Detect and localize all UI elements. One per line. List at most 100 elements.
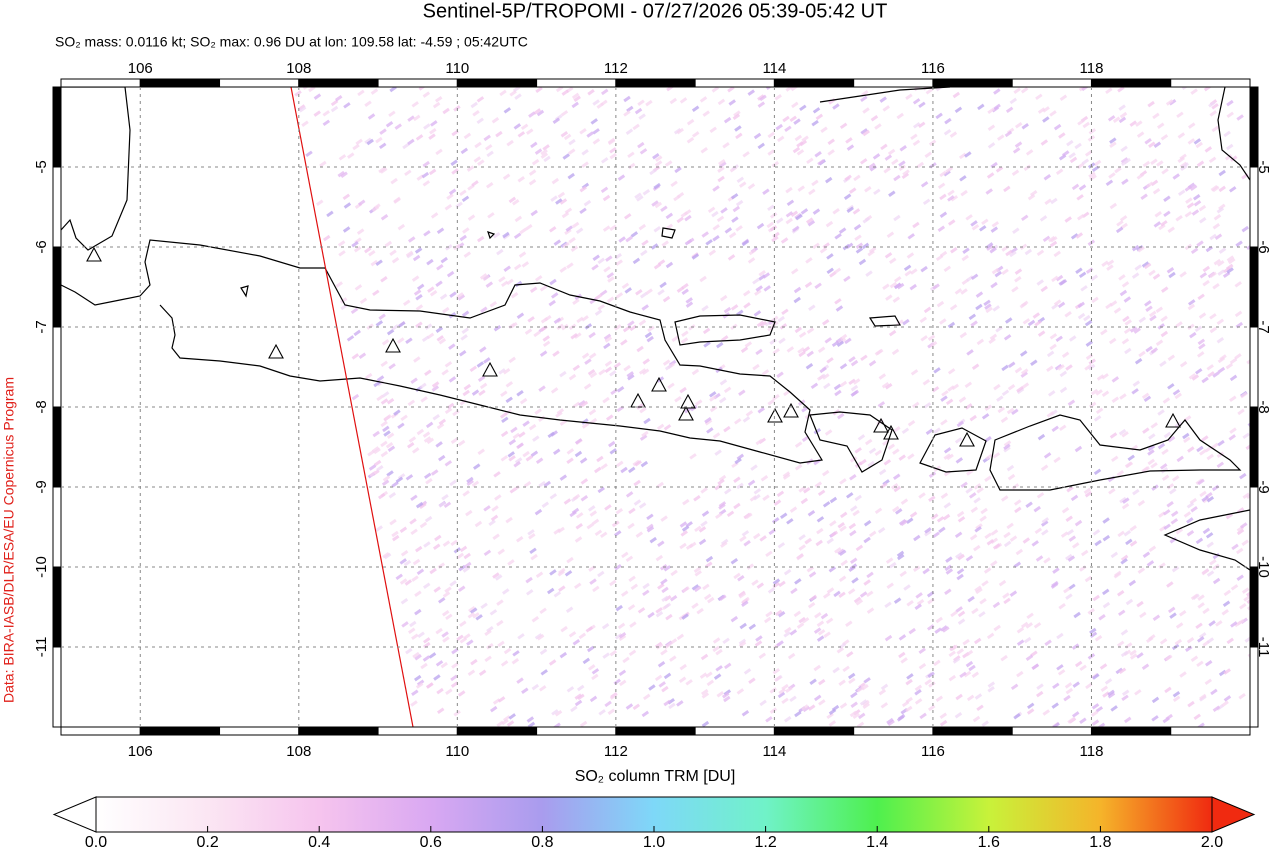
noise-pixel: [1172, 475, 1180, 482]
noise-pixel: [1175, 321, 1183, 328]
noise-pixel: [1117, 87, 1125, 93]
noise-pixel: [1050, 236, 1058, 243]
noise-pixel: [862, 699, 870, 707]
noise-pixel: [540, 152, 549, 159]
noise-pixel: [636, 195, 644, 202]
noise-pixel: [472, 612, 480, 619]
noise-pixel: [446, 193, 454, 200]
noise-pixel: [460, 334, 468, 341]
noise-pixel: [455, 201, 463, 209]
noise-pixel: [516, 389, 524, 397]
noise-pixel: [1118, 428, 1127, 436]
noise-pixel: [594, 309, 603, 316]
noise-pixel: [802, 705, 811, 713]
noise-pixel: [495, 574, 503, 581]
noise-pixel: [517, 175, 525, 183]
noise-pixel: [708, 249, 717, 256]
noise-pixel: [655, 607, 663, 614]
noise-pixel: [966, 275, 974, 282]
noise-pixel: [814, 150, 822, 158]
noise-pixel: [790, 87, 799, 92]
noise-pixel: [1026, 612, 1034, 620]
noise-pixel: [863, 579, 871, 586]
noise-pixel: [655, 642, 664, 650]
noise-pixel: [413, 356, 421, 363]
noise-pixel: [501, 718, 509, 726]
noise-pixel: [1020, 214, 1029, 222]
noise-pixel: [814, 481, 823, 488]
noise-pixel: [313, 93, 322, 100]
volcano: [678, 405, 694, 421]
noise-pixel: [330, 105, 339, 113]
noise-pixel: [547, 431, 555, 439]
noise-pixel: [1237, 408, 1245, 416]
noise-pixel: [1127, 454, 1135, 462]
noise-pixel: [992, 452, 1001, 459]
noise-pixel: [755, 438, 763, 446]
noise-pixel: [376, 375, 385, 382]
noise-pixel: [528, 423, 537, 431]
noise-pixel: [960, 288, 968, 295]
noise-pixel: [389, 249, 397, 256]
noise-pixel: [786, 199, 795, 207]
noise-pixel: [1241, 225, 1249, 233]
noise-pixel: [1225, 362, 1234, 370]
noise-pixel: [1061, 506, 1070, 514]
noise-pixel: [1152, 614, 1161, 621]
noise-pixel: [1072, 711, 1080, 718]
subtitle: SO₂ mass: 0.0116 kt; SO₂ max: 0.96 DU at…: [55, 34, 528, 50]
noise-pixel: [777, 135, 785, 143]
noise-pixel: [898, 164, 907, 172]
noise-pixel: [836, 646, 845, 654]
noise-pixel: [835, 305, 844, 312]
noise-pixel: [1118, 609, 1126, 617]
noise-pixel: [1021, 621, 1029, 629]
noise-pixel: [850, 701, 858, 708]
noise-pixel: [853, 174, 861, 182]
noise-pixel: [924, 678, 932, 686]
noise-pixel: [1118, 667, 1127, 675]
noise-pixel: [1204, 146, 1213, 153]
noise-pixel: [1164, 686, 1172, 694]
noise-pixel: [539, 285, 548, 292]
noise-pixel: [737, 574, 745, 582]
noise-pixel: [1070, 233, 1079, 240]
noise-pixel: [723, 425, 731, 433]
noise-pixel: [1108, 488, 1116, 495]
noise-pixel: [906, 517, 914, 524]
noise-pixel: [378, 492, 386, 500]
noise-pixel: [1020, 87, 1029, 94]
noise-pixel: [463, 132, 472, 140]
noise-pixel: [701, 304, 709, 312]
noise-pixel: [641, 710, 650, 718]
noise-pixel: [747, 183, 756, 190]
noise-pixel: [882, 105, 890, 112]
noise-pixel: [453, 709, 461, 717]
noise-pixel: [1187, 700, 1195, 708]
noise-pixel: [914, 684, 923, 692]
noise-pixel: [628, 649, 637, 657]
noise-pixel: [778, 580, 786, 588]
noise-pixel: [1096, 374, 1105, 381]
noise-pixel: [1114, 570, 1122, 578]
noise-pixel: [807, 601, 816, 609]
noise-pixel: [433, 543, 441, 550]
frame-bar: [694, 726, 775, 736]
noise-pixel: [597, 257, 605, 265]
noise-pixel: [1104, 678, 1113, 685]
noise-pixel: [942, 626, 950, 633]
noise-pixel: [575, 227, 584, 234]
noise-pixel: [444, 407, 453, 415]
noise-pixel: [526, 128, 534, 135]
noise-pixel: [1119, 289, 1128, 297]
noise-pixel: [885, 382, 893, 390]
y-tick-label: -10: [1255, 556, 1272, 578]
noise-pixel: [1146, 181, 1154, 188]
noise-pixel: [438, 454, 446, 462]
noise-pixel: [503, 107, 512, 114]
noise-pixel: [792, 146, 801, 154]
noise-pixel: [794, 578, 802, 585]
noise-pixel: [459, 234, 467, 242]
noise-pixel: [816, 516, 825, 523]
noise-pixel: [415, 304, 424, 311]
